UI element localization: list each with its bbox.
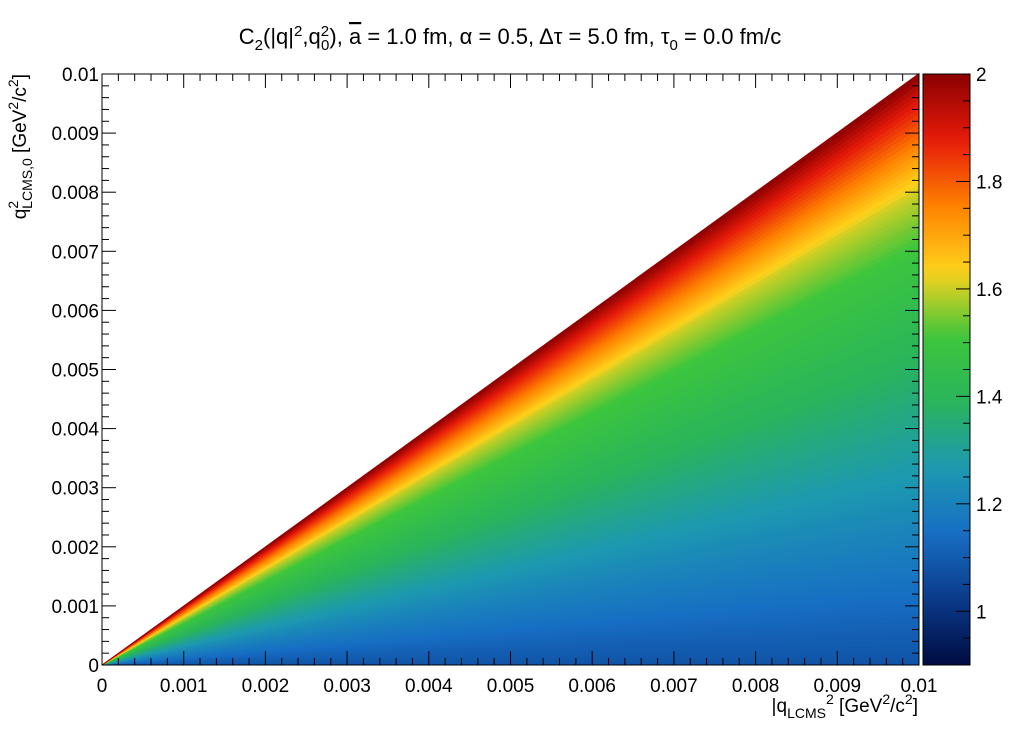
plot-area: 0 0.001 0.002 0.003 0.004 0.005 0.006 0.007 0.00… <box>51 65 937 697</box>
z-tick-label: 1.2 <box>976 495 1002 516</box>
x-axis-label: |qLCMS2 [GeV2/c2] <box>772 691 918 721</box>
x-tick-label: 0.007 <box>650 676 698 697</box>
y-tick-label: 0.005 <box>51 361 99 382</box>
colorbar-axis: 1 1.2 1.4 1.6 1.8 2 <box>956 65 1003 666</box>
x-tick-label: 0.004 <box>405 676 453 697</box>
y-tick-label: 0.002 <box>51 538 99 559</box>
y-tick-label: 0.007 <box>51 242 99 263</box>
z-tick-label: 1.8 <box>976 172 1002 193</box>
colorbar-fill <box>923 74 970 665</box>
colorbar: 1 1.2 1.4 1.6 1.8 2 <box>922 65 1003 666</box>
heatmap-cells <box>101 72 920 666</box>
x-tick-label: 0.009 <box>814 676 862 697</box>
y-tick-label: 0 <box>88 656 99 677</box>
z-tick-label: 1 <box>976 602 987 623</box>
y-tick-label: 0.003 <box>51 479 99 500</box>
y-tick-label: 0.004 <box>51 420 99 441</box>
x-tick-label: 0.003 <box>323 676 371 697</box>
x-tick-label: 0.008 <box>732 676 780 697</box>
z-tick-label: 2 <box>976 65 987 86</box>
x-tick-label: 0.002 <box>242 676 290 697</box>
x-tick-label: 0.001 <box>160 676 208 697</box>
z-tick-label: 1.6 <box>976 280 1002 301</box>
y-axis: 0 0.001 0.002 0.003 0.004 0.005 0.006 0.007 0.00… <box>51 65 919 677</box>
y-tick-label: 0.01 <box>62 65 99 86</box>
y-tick-label: 0.006 <box>51 301 99 322</box>
x-tick-label: 0 <box>97 676 108 697</box>
y-tick-label: 0.001 <box>51 597 99 618</box>
y-tick-label: 0.008 <box>51 183 99 204</box>
x-tick-label: 0.005 <box>487 676 535 697</box>
y-axis-label: q2LCMS,0 [GeV2/c2] <box>5 74 35 219</box>
x-axis: 0 0.001 0.002 0.003 0.004 0.005 0.006 0.007 0.00… <box>97 74 938 697</box>
x-tick-label: 0.01 <box>901 676 938 697</box>
x-tick-label: 0.006 <box>568 676 616 697</box>
y-tick-label: 0.009 <box>51 124 99 145</box>
chart-title: C2(|q|2,q2 0), a = 1.0 fm, α = 0.5, Δτ = … <box>239 23 781 54</box>
z-tick-label: 1.4 <box>976 387 1003 408</box>
